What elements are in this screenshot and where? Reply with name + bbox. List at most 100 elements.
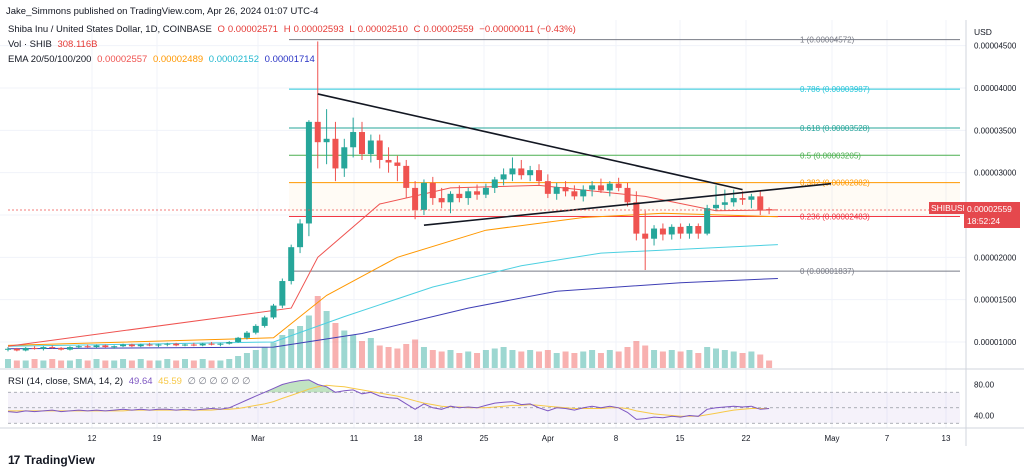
volume-bar bbox=[394, 348, 401, 368]
x-tick-label: 8 bbox=[614, 434, 619, 443]
volume-bar bbox=[217, 360, 224, 368]
chart-title-row: Shiba Inu / United States Dollar, 1D, CO… bbox=[8, 24, 579, 35]
volume-bar bbox=[429, 350, 436, 368]
candle-body bbox=[173, 343, 180, 346]
candle-body bbox=[217, 343, 224, 345]
candle-body bbox=[553, 187, 560, 194]
ohlc-high-label: H bbox=[283, 24, 291, 35]
candle-body bbox=[208, 343, 215, 345]
candle-body bbox=[93, 345, 100, 348]
rsi-tick-label: 40.00 bbox=[974, 412, 995, 421]
volume-bar bbox=[173, 360, 180, 368]
x-tick-label: 11 bbox=[350, 434, 359, 443]
volume-bar bbox=[190, 360, 197, 368]
x-tick-label: 22 bbox=[742, 434, 751, 443]
ema100-value: 0.00002152 bbox=[208, 54, 259, 65]
volume-bar bbox=[261, 347, 268, 368]
volume-bar bbox=[297, 326, 304, 368]
candle-body bbox=[536, 170, 542, 182]
rsi-overbought-fill bbox=[264, 379, 336, 393]
volume-bar bbox=[659, 351, 666, 368]
x-tick-label: Apr bbox=[542, 434, 555, 443]
volume-bar bbox=[252, 350, 259, 368]
fib-level-label: 0.5 (0.00003205) bbox=[800, 151, 861, 160]
y-tick-label: 0.00002000 bbox=[974, 253, 1017, 262]
candle-body bbox=[128, 344, 135, 347]
candle-body bbox=[75, 346, 82, 348]
volume-bar bbox=[120, 359, 127, 368]
badge-symbol: SHIBUSD bbox=[929, 202, 971, 214]
volume-bar bbox=[323, 311, 330, 368]
candle-body bbox=[713, 204, 719, 209]
candle-body bbox=[606, 183, 613, 191]
volume-bar bbox=[748, 351, 755, 368]
currency-label[interactable]: USD bbox=[974, 27, 992, 37]
volume-bar bbox=[332, 323, 339, 368]
x-tick-label: Mar bbox=[251, 434, 265, 443]
candle-body bbox=[642, 233, 649, 239]
candles bbox=[5, 41, 773, 352]
volume-bar bbox=[288, 329, 295, 368]
symbol-title[interactable]: Shiba Inu / United States Dollar, 1D, CO… bbox=[8, 24, 212, 35]
tradingview-branding[interactable]: 17 TradingView bbox=[8, 453, 95, 467]
candle-body bbox=[748, 196, 755, 200]
volume-value: 308.116B bbox=[57, 39, 98, 50]
volume-bar bbox=[359, 341, 365, 368]
volume-bar bbox=[66, 360, 73, 368]
volume-bar bbox=[518, 351, 525, 368]
rsi-na-values: ∅ ∅ ∅ ∅ ∅ ∅ bbox=[187, 376, 251, 387]
ohlc-close: 0.00002559 bbox=[423, 24, 474, 35]
fib-level-label: 0 (0.00001837) bbox=[800, 267, 855, 276]
ema-legend: EMA 20/50/100/200 0.00002557 0.00002489 … bbox=[8, 54, 318, 65]
y-tick-label: 0.00003500 bbox=[974, 126, 1017, 135]
volume-bar bbox=[757, 354, 764, 368]
ohlc-close-label: C bbox=[413, 24, 421, 35]
fib-level-label: 0.236 (0.00002483) bbox=[800, 212, 870, 221]
volume-bar bbox=[49, 359, 56, 368]
candle-body bbox=[58, 347, 65, 350]
candle-body bbox=[102, 345, 109, 348]
y-tick-label: 0.00003000 bbox=[974, 169, 1017, 178]
volume-bar bbox=[226, 359, 233, 368]
volume-bar bbox=[155, 360, 162, 368]
volume-bar bbox=[633, 341, 640, 368]
volume-bar bbox=[713, 348, 719, 368]
candle-body bbox=[482, 187, 489, 195]
volume-bar bbox=[668, 350, 675, 368]
volume-bar bbox=[509, 350, 516, 368]
candle-body bbox=[429, 182, 436, 199]
volume-bar bbox=[739, 353, 746, 368]
volume-bar bbox=[146, 360, 153, 368]
rsi-label[interactable]: RSI (14, close, SMA, 14, 2) bbox=[8, 376, 124, 387]
candle-body bbox=[314, 121, 321, 143]
y-tick-label: 0.00004000 bbox=[974, 84, 1017, 93]
volume-bar bbox=[695, 353, 702, 368]
candle-body bbox=[5, 348, 11, 350]
candle-body bbox=[766, 209, 773, 211]
bar-countdown: 18:52:24 bbox=[967, 216, 1001, 226]
candle-body bbox=[571, 191, 578, 197]
volume-bar bbox=[412, 339, 419, 368]
candle-body bbox=[22, 347, 29, 351]
candle-body bbox=[677, 226, 684, 234]
candle-body bbox=[190, 344, 197, 346]
ema-label[interactable]: EMA 20/50/100/200 bbox=[8, 54, 92, 65]
candle-body bbox=[288, 247, 295, 282]
fib-level-label: 1 (0.00004572) bbox=[800, 36, 855, 45]
volume-bar bbox=[31, 359, 38, 368]
axes: 0.00004500 0.00004000 0.00003500 0.00003000… bbox=[0, 20, 1024, 446]
volume-bar bbox=[75, 359, 82, 368]
volume-bar bbox=[164, 359, 171, 368]
volume-label[interactable]: Vol · SHIB bbox=[8, 39, 52, 50]
last-price-badge: 0.00002559 18:52:24 bbox=[964, 202, 1020, 228]
volume-bar bbox=[642, 345, 649, 368]
candle-body bbox=[359, 132, 365, 155]
candle-body bbox=[695, 226, 702, 234]
volume-bar bbox=[40, 360, 47, 368]
volume-bar bbox=[102, 360, 109, 368]
candle-body bbox=[164, 343, 171, 345]
candle-body bbox=[279, 281, 286, 306]
volume-bar bbox=[84, 360, 91, 368]
candle-body bbox=[137, 344, 144, 347]
volume-bar bbox=[686, 350, 693, 368]
